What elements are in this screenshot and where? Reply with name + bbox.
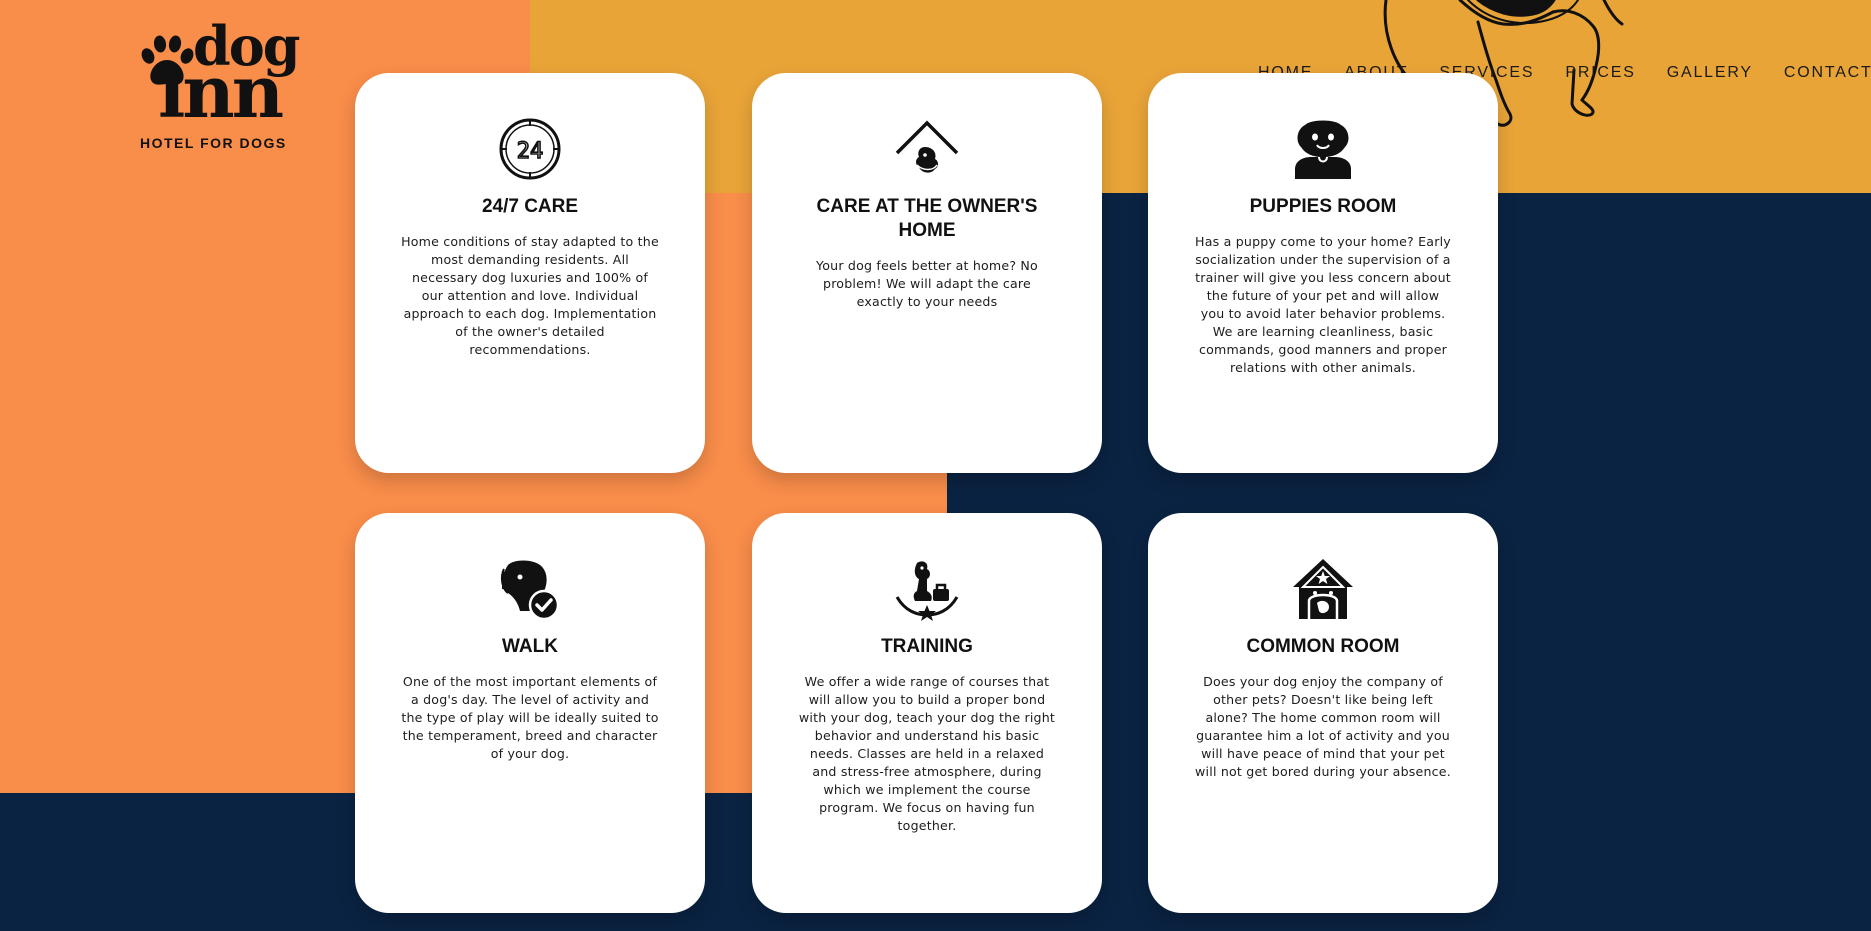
dog-house-star-icon (1293, 559, 1353, 619)
card-text: Does your dog enjoy the company of other… (1195, 674, 1451, 779)
main-nav: HOME ABOUT SERVICES PRICES GALLERY CONTA… (1258, 64, 1871, 82)
puppy-icon (1295, 120, 1351, 179)
service-card-training: TRAINING We offer a wide range of course… (752, 513, 1102, 913)
svg-text:24: 24 (517, 139, 544, 164)
nav-contact[interactable]: CONTACT (1783, 64, 1871, 81)
clock-24-icon: 24 (499, 118, 561, 180)
service-card-common-room: COMMON ROOM Does your dog enjoy the comp… (1148, 513, 1498, 913)
card-text: Your dog feels better at home? No proble… (816, 258, 1038, 309)
card-title: PUPPIES ROOM (1249, 196, 1397, 217)
card-title: TRAINING (881, 636, 973, 657)
card-text: We offer a wide range of courses that wi… (798, 674, 1056, 833)
paw-icon (141, 35, 194, 85)
card-text: Home conditions of stay adapted to the m… (401, 234, 659, 357)
card-text: Has a puppy come to your home? Early soc… (1195, 234, 1451, 375)
nav-gallery[interactable]: GALLERY (1666, 64, 1753, 81)
logo[interactable]: dog inn HOTEL FOR DOGS (138, 14, 301, 152)
card-title: CARE AT THE OWNER'S HOME (816, 196, 1038, 241)
card-title: WALK (502, 636, 558, 657)
service-card-walk: WALK One of the most important elements … (355, 513, 705, 913)
service-card-24-7-care: 24 24/7 CARE Home conditions of stay ada… (355, 73, 705, 473)
logo-text-inn: inn (158, 49, 284, 134)
nav-prices[interactable]: PRICES (1565, 64, 1636, 81)
service-card-owners-home: CARE AT THE OWNER'S HOME Your dog feels … (752, 73, 1102, 473)
service-card-puppies-room: PUPPIES ROOM Has a puppy come to your ho… (1148, 73, 1498, 473)
dog-training-icon (895, 561, 959, 621)
logo-text-dog: dog (193, 14, 301, 78)
logo-tagline: HOTEL FOR DOGS (140, 135, 287, 151)
card-text: One of the most important elements of a … (401, 674, 659, 761)
card-title: 24/7 CARE (481, 196, 579, 217)
card-title: COMMON ROOM (1246, 636, 1400, 657)
dog-check-icon (500, 560, 560, 621)
dog-house-icon (895, 120, 959, 173)
